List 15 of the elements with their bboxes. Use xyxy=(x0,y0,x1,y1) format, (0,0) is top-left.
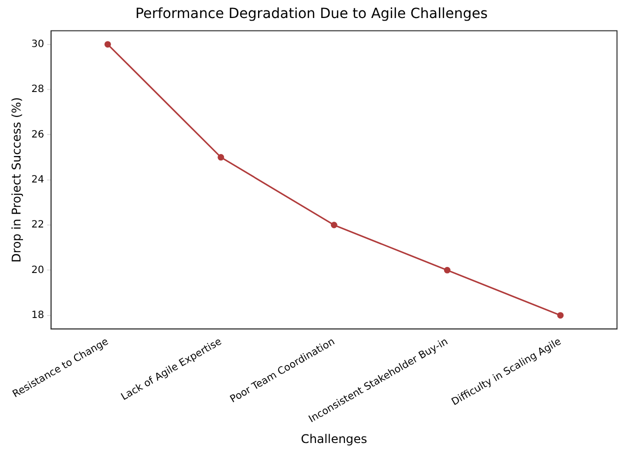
y-tick-label: 24 xyxy=(31,174,44,186)
y-tick-label: 20 xyxy=(31,264,44,276)
x-axis-title: Challenges xyxy=(300,432,368,446)
point xyxy=(557,312,564,319)
y-tick-label: 28 xyxy=(31,84,44,96)
point xyxy=(104,41,111,48)
y-tick-label: 30 xyxy=(31,38,44,50)
y-tick-label: 22 xyxy=(31,220,44,231)
chart-title: Performance Degradation Due to Agile Challenges xyxy=(135,6,488,22)
y-tick-label: 26 xyxy=(31,129,44,140)
point xyxy=(218,154,224,161)
point xyxy=(330,222,338,228)
y-axis-title: Drop in Project Success (%) xyxy=(9,97,24,262)
y-tick-label: 18 xyxy=(31,310,44,321)
point xyxy=(444,266,450,274)
